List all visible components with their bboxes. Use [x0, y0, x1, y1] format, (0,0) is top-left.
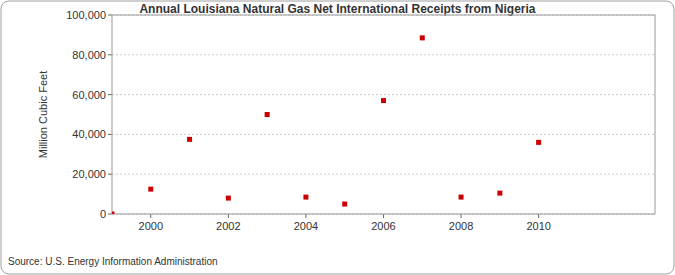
grid-line [112, 134, 655, 135]
x-tick-label: 2010 [526, 220, 550, 232]
grid-line [112, 94, 655, 95]
point [497, 191, 502, 196]
outer-frame [1, 1, 674, 274]
y-tick-label: 60,000 [72, 89, 106, 101]
point [148, 187, 153, 192]
point [187, 137, 192, 142]
y-tick-label: 0 [100, 208, 106, 220]
point [303, 195, 308, 200]
x-tick [305, 214, 306, 218]
point [420, 35, 425, 40]
y-tick [108, 54, 112, 55]
point [226, 196, 231, 201]
y-tick-label: 40,000 [72, 128, 106, 140]
y-axis-label: Million Cubic Feet [37, 71, 49, 158]
y-tick [108, 214, 112, 215]
y-tick-label: 100,000 [66, 9, 106, 21]
point [342, 202, 347, 207]
x-tick [228, 214, 229, 218]
x-tick [150, 214, 151, 218]
y-tick [108, 134, 112, 135]
grid-line [112, 174, 655, 175]
x-tick-label: 2004 [294, 220, 318, 232]
x-tick [461, 214, 462, 218]
source: Source: U.S. Energy Information Administ… [8, 256, 218, 267]
point [381, 98, 386, 103]
grid-line [112, 54, 655, 55]
x-tick [538, 214, 539, 218]
x-tick-label: 2006 [371, 220, 395, 232]
y-tick [108, 174, 112, 175]
y-tick-label: 80,000 [72, 49, 106, 61]
x-tick-label: 2002 [216, 220, 240, 232]
y-tick [108, 15, 112, 16]
title: Annual Louisiana Natural Gas Net Interna… [139, 2, 535, 16]
point [112, 212, 115, 215]
x-tick-label: 2008 [449, 220, 473, 232]
point [265, 112, 270, 117]
points [112, 35, 541, 214]
point [536, 140, 541, 145]
chart-svg: Annual Louisiana Natural Gas Net Interna… [0, 0, 675, 275]
x-tick [383, 214, 384, 218]
y-tick [108, 94, 112, 95]
y-tick-label: 20,000 [72, 168, 106, 180]
plot-frame [112, 15, 655, 214]
x-tick-label: 2000 [139, 220, 163, 232]
chart-container: Annual Louisiana Natural Gas Net Interna… [0, 0, 675, 275]
point [459, 195, 464, 200]
